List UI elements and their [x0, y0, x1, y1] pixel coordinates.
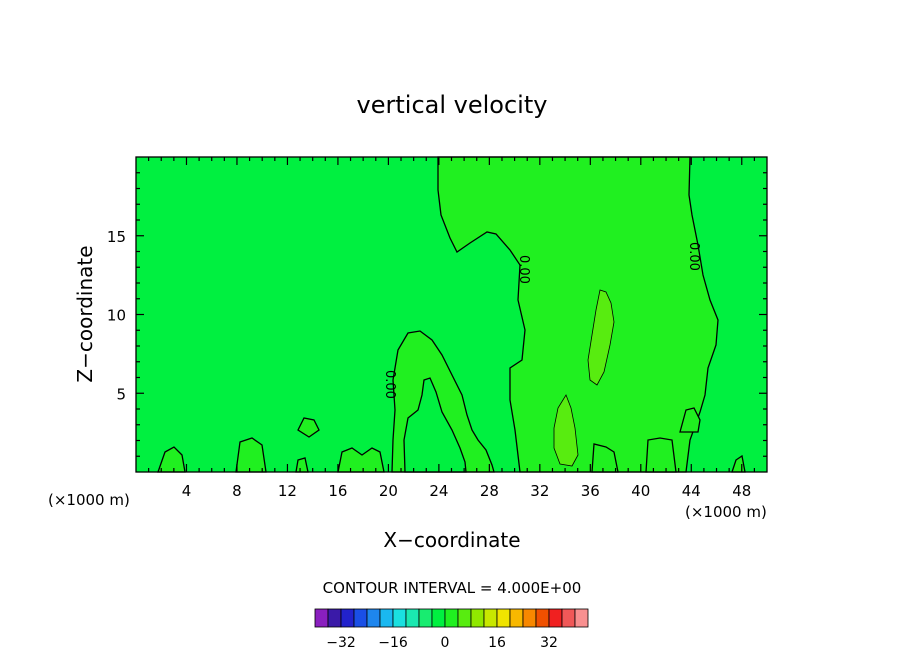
colorbar-swatch — [561, 608, 576, 628]
colorbar-swatch — [522, 608, 537, 628]
colorbar — [314, 608, 589, 628]
surface-cell-3 — [297, 417, 320, 438]
contour-label-2: 0.00 — [516, 255, 531, 284]
colorbar-swatch — [509, 608, 524, 628]
updraft-core-1 — [587, 289, 615, 386]
x-axis-ticks: 4 8 12 16 20 24 28 32 36 40 44 48 — [148, 157, 755, 500]
colorbar-swatch — [405, 608, 420, 628]
chart-title: vertical velocity — [357, 91, 548, 119]
colorbar-labels: −32 −16 0 16 32 — [326, 635, 558, 651]
colorbar-label: 32 — [540, 635, 558, 651]
colorbar-swatch — [496, 608, 511, 628]
x-tick-label: 24 — [429, 482, 448, 500]
colorbar-swatch — [379, 608, 394, 628]
contour-interval-text: CONTOUR INTERVAL = 4.000E+00 — [323, 579, 582, 597]
x-tick-label: 44 — [682, 482, 701, 500]
colorbar-swatch — [366, 608, 381, 628]
updraft-region — [437, 156, 719, 473]
x-axis-label: X−coordinate — [383, 528, 520, 552]
x-tick-label: 28 — [480, 482, 499, 500]
colorbar-label: 0 — [441, 635, 450, 651]
x-tick-label: 48 — [732, 482, 751, 500]
colorbar-swatch — [483, 608, 498, 628]
y-tick-label: 10 — [107, 307, 126, 325]
y-axis-ticks: 5 10 15 — [107, 172, 767, 457]
colorbar-swatch — [353, 608, 368, 628]
colorbar-swatch — [548, 608, 563, 628]
colorbar-swatch — [444, 608, 459, 628]
x-tick-label: 12 — [278, 482, 297, 500]
contour-label-1: 0.00 — [382, 370, 397, 399]
y-tick-label: 15 — [107, 228, 126, 246]
x-unit-left: (×1000 m) — [48, 491, 130, 509]
colorbar-swatch — [457, 608, 472, 628]
colorbar-swatch — [314, 608, 329, 628]
x-tick-label: 20 — [379, 482, 398, 500]
contour-label-3: 0.00 — [686, 242, 701, 271]
colorbar-swatch — [470, 608, 485, 628]
colorbar-label: −32 — [326, 635, 356, 651]
y-axis-label: Z−coordinate — [73, 245, 97, 382]
colorbar-label: 16 — [488, 635, 506, 651]
updraft-core-2 — [553, 394, 579, 467]
surface-cell-8 — [679, 407, 701, 433]
colorbar-swatch — [327, 608, 342, 628]
x-tick-label: 36 — [581, 482, 600, 500]
colorbar-swatch — [431, 608, 446, 628]
colorbar-swatch — [340, 608, 355, 628]
colorbar-swatch — [392, 608, 407, 628]
colorbar-label: −16 — [378, 635, 408, 651]
y-tick-label: 5 — [116, 385, 126, 403]
downdraft-notch — [403, 377, 467, 473]
x-tick-label: 4 — [182, 482, 192, 500]
plot-area: 0.00 0.00 0.00 — [135, 156, 768, 473]
surface-cell-7 — [645, 437, 677, 473]
colorbar-swatch — [574, 608, 589, 628]
x-unit-right: (×1000 m) — [685, 503, 767, 521]
x-tick-label: 8 — [232, 482, 242, 500]
surface-cell-5 — [337, 447, 385, 473]
x-tick-label: 40 — [631, 482, 650, 500]
x-tick-label: 16 — [328, 482, 347, 500]
x-tick-label: 32 — [530, 482, 549, 500]
colorbar-swatch — [535, 608, 550, 628]
colorbar-swatch — [418, 608, 433, 628]
